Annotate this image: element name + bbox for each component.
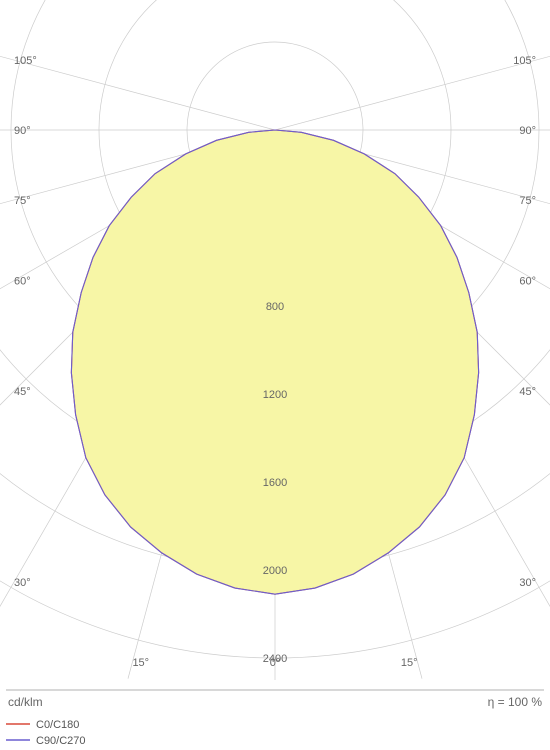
unit-label: cd/klm — [8, 695, 43, 709]
angle-label: 30° — [519, 577, 536, 589]
angle-label: 60° — [14, 276, 31, 288]
legend-label: C90/C270 — [36, 735, 86, 747]
polar-chart-container: 80012001600200024000°15°15°30°30°45°45°6… — [0, 0, 550, 750]
angle-label: 30° — [14, 577, 31, 589]
angle-label: 45° — [519, 386, 536, 398]
polar-svg: 80012001600200024000°15°15°30°30°45°45°6… — [0, 0, 550, 750]
angle-label: 45° — [14, 386, 31, 398]
efficiency-label: η = 100 % — [488, 695, 543, 709]
ring-label: 2000 — [263, 565, 287, 577]
angle-label: 105° — [513, 55, 536, 67]
angle-label: 15° — [401, 657, 418, 669]
distribution-fill — [71, 130, 478, 594]
angle-label: 60° — [519, 276, 536, 288]
angle-label: 0° — [270, 657, 281, 669]
angle-label: 105° — [14, 55, 37, 67]
ring-label: 1600 — [263, 477, 287, 489]
angle-label: 15° — [132, 657, 149, 669]
ring-label: 800 — [266, 301, 284, 313]
angle-label: 90° — [14, 125, 31, 137]
angle-label: 75° — [519, 195, 536, 207]
ring-label: 1200 — [263, 389, 287, 401]
legend-label: C0/C180 — [36, 719, 79, 731]
angle-label: 90° — [519, 125, 536, 137]
angle-label: 75° — [14, 195, 31, 207]
